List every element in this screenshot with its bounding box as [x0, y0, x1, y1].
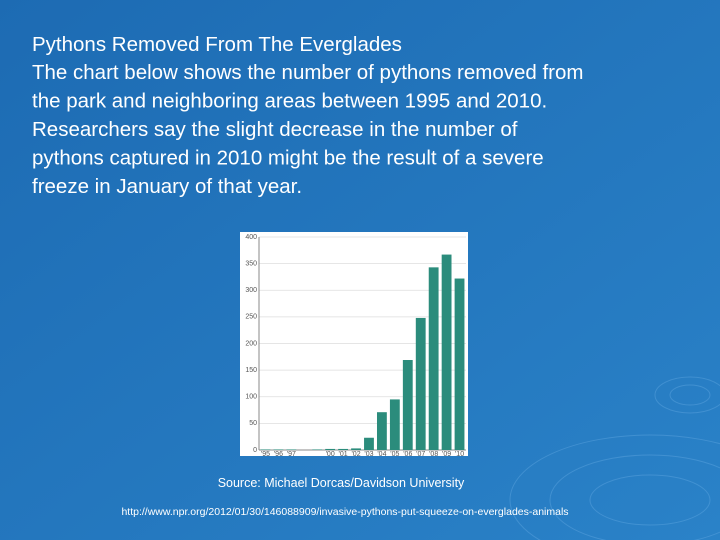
body-line: Researchers say the slight decrease in t… — [32, 118, 518, 141]
x-tick-label: '01 — [339, 451, 348, 458]
body: The chart below shows the number of pyth… — [32, 61, 584, 198]
y-tick-label: 200 — [245, 340, 257, 347]
url: http://www.npr.org/2012/01/30/146088909/… — [121, 506, 568, 518]
x-tick-label: '07 — [416, 451, 425, 458]
bar — [260, 449, 271, 450]
bar — [312, 449, 323, 450]
x-tick-label: '05 — [390, 451, 399, 458]
x-tick-label: '09 — [442, 451, 451, 458]
y-tick-label: 50 — [249, 420, 257, 427]
x-tick-label: '08 — [429, 451, 438, 458]
x-tick-label: '06 — [403, 451, 412, 458]
bar — [376, 412, 387, 450]
body-line: the park and neighboring areas between 1… — [32, 90, 547, 113]
x-tick-label: '97 — [287, 451, 296, 458]
x-tick-label: '10 — [455, 451, 464, 458]
ripples — [509, 376, 720, 540]
body-line: pythons captured in 2010 might be the re… — [32, 147, 544, 170]
x-tick-label: '95 — [261, 451, 270, 458]
bar — [286, 449, 297, 450]
y-tick-label: 100 — [245, 394, 257, 401]
bar — [389, 399, 400, 450]
y-tick-label: 400 — [245, 234, 257, 241]
bar — [351, 448, 361, 450]
x-tick-label: '96 — [274, 451, 283, 458]
body-line: freeze in January of that year. — [32, 175, 302, 198]
body-line: The chart below shows the number of pyth… — [32, 61, 584, 84]
y-tick-label: 0 — [253, 447, 257, 454]
y-tick-label: 300 — [245, 287, 257, 294]
x-tick-label: '00 — [326, 451, 335, 458]
slide-title: Pythons Removed From The Everglades — [32, 33, 402, 56]
x-tick-label: '02 — [351, 451, 360, 458]
bar — [428, 267, 439, 450]
source: Source: Michael Dorcas/Davidson Universi… — [218, 476, 465, 490]
x-tick-label: '03 — [364, 451, 373, 458]
bar — [454, 278, 465, 450]
bar — [273, 449, 284, 450]
bar — [325, 448, 336, 450]
bar — [441, 254, 452, 450]
y-tick-label: 250 — [245, 314, 257, 321]
bar — [415, 317, 426, 450]
bar — [402, 360, 413, 450]
x-tick-label: '04 — [377, 451, 386, 458]
y-tick-label: 150 — [245, 367, 257, 374]
bar — [364, 437, 374, 450]
bar — [338, 448, 349, 450]
y-tick-label: 350 — [245, 260, 257, 267]
